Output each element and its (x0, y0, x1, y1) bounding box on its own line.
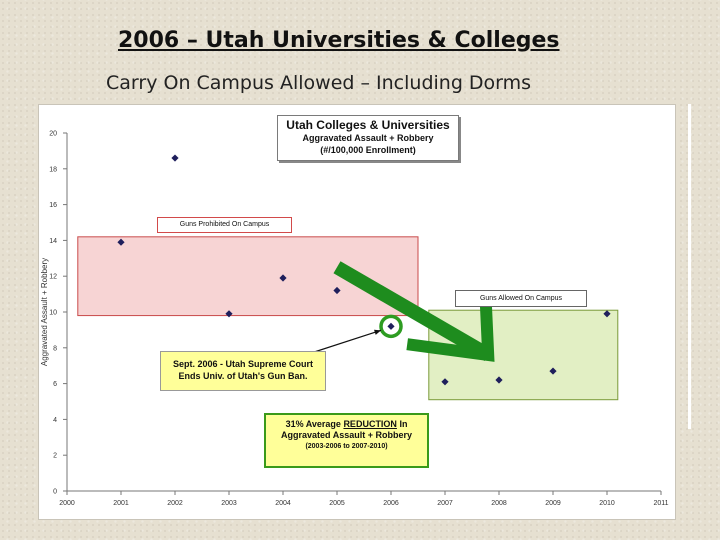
y-tick-label: 16 (49, 202, 57, 209)
scatter-chart: 0 2 4 6 8 10 12 14 16 18 20 2000 2001 2002 2003 2004 200… (40, 131, 669, 508)
callout-pointer-head (374, 329, 381, 335)
court-ruling-callout: Sept. 2006 - Utah Supreme Court Ends Uni… (160, 351, 326, 391)
y-tick-label: 4 (53, 417, 57, 424)
x-tick-label: 2011 (653, 500, 668, 507)
x-tick-label: 2008 (491, 500, 507, 507)
x-tick-label: 2002 (167, 500, 183, 507)
y-tick-label: 12 (49, 274, 57, 281)
guns-prohibited-label: Guns Prohibited On Campus (157, 217, 292, 233)
slide-title: 2006 – Utah Universities & Colleges (118, 28, 560, 53)
guns-prohibited-region (77, 236, 419, 317)
reduction-period: (2003-2006 to 2007-2010) (305, 443, 388, 450)
chart-title-measure: Aggravated Assault + Robbery (302, 133, 434, 143)
data-point (387, 322, 395, 330)
data-point (117, 238, 125, 246)
court-ruling-line2: Ends Univ. of Utah's Gun Ban. (178, 371, 308, 381)
y-tick-label: 0 (53, 489, 57, 496)
data-point (279, 274, 287, 282)
x-tick-label: 2009 (545, 500, 561, 507)
x-tick-label: 2010 (599, 500, 615, 507)
x-tick-label: 2000 (59, 500, 75, 507)
chart-title-units: (#/100,000 Enrollment) (320, 145, 416, 155)
guns-allowed-label: Guns Allowed On Campus (455, 290, 587, 307)
y-axis-label: Aggravated Assault + Robbery (40, 258, 49, 366)
chart-frame: 0 2 4 6 8 10 12 14 16 18 20 2000 2001 2002 2003 2004 200… (38, 104, 676, 520)
reduction-measure: Aggravated Assault + Robbery (281, 430, 412, 440)
y-tick-label: 14 (49, 238, 57, 245)
x-tick-label: 2007 (437, 500, 453, 507)
court-ruling-line1: Sept. 2006 - Utah Supreme Court (172, 359, 314, 369)
data-point (171, 154, 179, 162)
y-tick-label: 8 (53, 345, 57, 352)
x-tick-label: 2005 (329, 500, 345, 507)
x-tick-label: 2001 (113, 500, 129, 507)
data-point (441, 378, 449, 386)
x-tick-label: 2004 (275, 500, 291, 507)
highlight-circle (379, 314, 403, 339)
x-tick-label: 2003 (221, 500, 237, 507)
trend-arrow-shaft (333, 261, 492, 362)
reduction-headline: 31% Average REDUCTION In (285, 419, 408, 429)
y-tick-label: 6 (53, 381, 57, 388)
y-tick-label: 18 (49, 166, 57, 173)
chart-title: Utah Colleges & Universities (286, 118, 450, 132)
data-point (495, 376, 503, 384)
trend-arrow-head (406, 295, 495, 362)
data-point (549, 367, 557, 375)
y-tick-label: 10 (49, 310, 57, 317)
x-tick-label: 2006 (383, 500, 399, 507)
callout-pointer-line (304, 329, 382, 356)
y-tick-label: 20 (49, 131, 57, 138)
decorative-divider (688, 104, 691, 429)
chart-title-box: Utah Colleges & Universities Aggravated … (277, 115, 459, 161)
slide-subtitle: Carry On Campus Allowed – Including Dorm… (106, 72, 532, 94)
reduction-callout: 31% Average REDUCTION In Aggravated Assa… (264, 413, 429, 468)
y-tick-label: 2 (53, 453, 57, 460)
